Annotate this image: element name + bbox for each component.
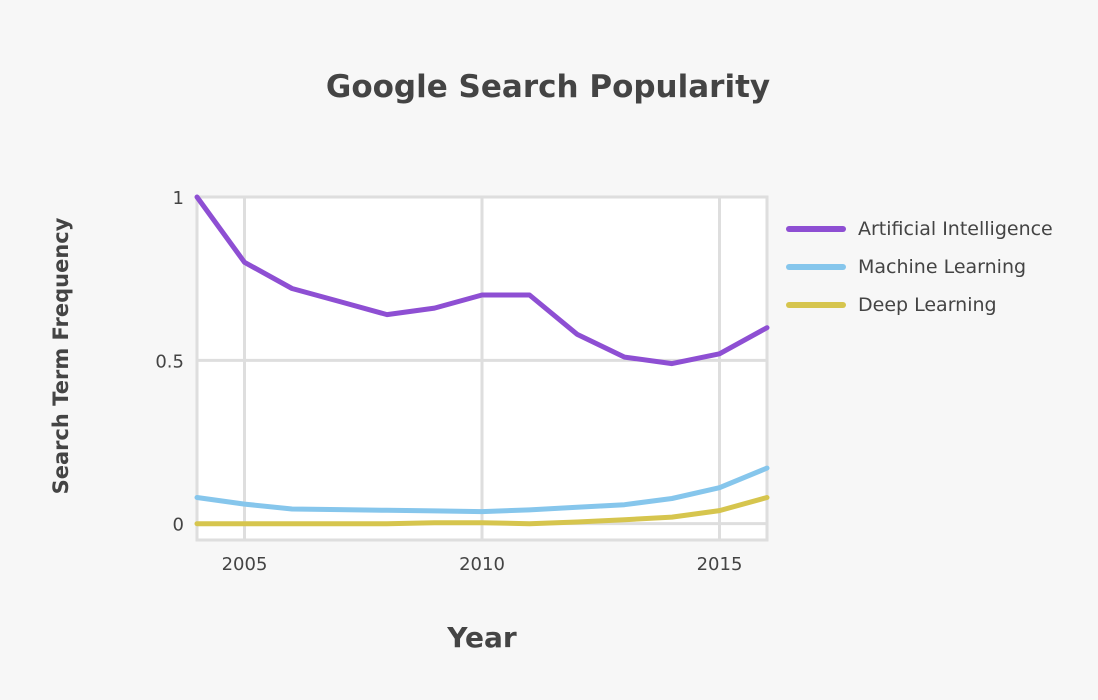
series-line-machine-learning: [194, 465, 770, 515]
y-axis-title: Search Term Frequency: [49, 217, 73, 494]
x-axis-ticks: 2005 2010 2015: [222, 554, 743, 575]
y-axis-ticks: 00.51: [155, 188, 184, 536]
legend-label: Machine Learning: [858, 256, 1026, 278]
legend-label: Deep Learning: [858, 294, 997, 316]
legend: Artificial Intelligence Machine Learning D…: [786, 218, 1053, 316]
y-tick-label: 0.5: [155, 351, 184, 372]
legend-item-artificial-intelligence[interactable]: Artificial Intelligence: [786, 218, 1053, 240]
legend-item-machine-learning[interactable]: Machine Learning: [786, 256, 1026, 278]
x-tick-label: 2015: [697, 554, 743, 575]
x-axis-title: Year: [446, 621, 517, 654]
legend-item-deep-learning[interactable]: Deep Learning: [786, 294, 997, 316]
x-tick-label: 2005: [222, 554, 268, 575]
plot-area: [194, 194, 770, 542]
x-tick-label: 2010: [459, 554, 505, 575]
y-tick-label: 0: [173, 515, 184, 536]
chart-title: Google Search Popularity: [326, 69, 770, 105]
grid-lines: [197, 195, 767, 540]
series-lines: [194, 194, 770, 527]
series-line-artificial-intelligence: [194, 194, 770, 367]
series-line-deep-learning: [194, 495, 770, 527]
legend-label: Artificial Intelligence: [858, 218, 1053, 240]
y-tick-label: 1: [173, 188, 184, 209]
